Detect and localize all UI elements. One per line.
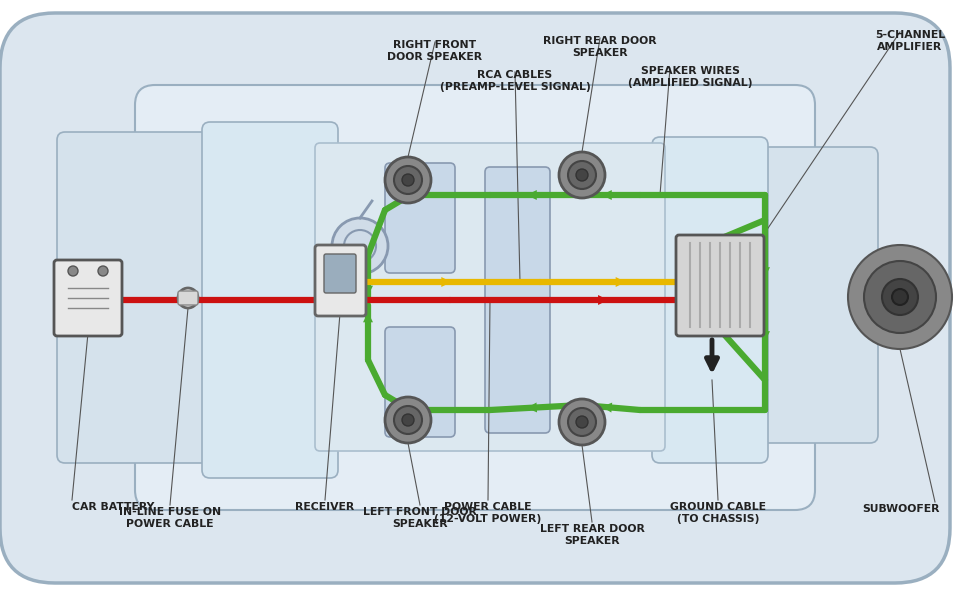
Text: LEFT REAR DOOR
SPEAKER: LEFT REAR DOOR SPEAKER [539, 524, 644, 545]
Circle shape [568, 408, 595, 436]
FancyBboxPatch shape [756, 147, 877, 443]
Circle shape [568, 161, 595, 189]
Text: 5-CHANNEL
AMPLIFIER: 5-CHANNEL AMPLIFIER [874, 30, 944, 51]
FancyBboxPatch shape [0, 13, 949, 583]
FancyBboxPatch shape [385, 327, 454, 437]
FancyBboxPatch shape [385, 163, 454, 273]
Text: SPEAKER WIRES
(AMPLIFIED SIGNAL): SPEAKER WIRES (AMPLIFIED SIGNAL) [627, 66, 751, 87]
FancyBboxPatch shape [202, 122, 338, 478]
Circle shape [394, 406, 421, 434]
Circle shape [575, 169, 587, 181]
Text: RIGHT REAR DOOR
SPEAKER: RIGHT REAR DOOR SPEAKER [542, 36, 657, 57]
Circle shape [559, 399, 605, 445]
FancyBboxPatch shape [178, 291, 197, 305]
Text: RCA CABLES
(PREAMP-LEVEL SIGNAL): RCA CABLES (PREAMP-LEVEL SIGNAL) [440, 70, 590, 92]
Circle shape [575, 416, 587, 428]
Circle shape [394, 166, 421, 194]
Text: POWER CABLE
(12-VOLT POWER): POWER CABLE (12-VOLT POWER) [434, 502, 541, 524]
FancyBboxPatch shape [135, 85, 814, 510]
FancyBboxPatch shape [57, 132, 223, 463]
Circle shape [98, 266, 107, 276]
Text: CAR BATTERY: CAR BATTERY [72, 502, 154, 512]
Circle shape [847, 245, 951, 349]
Circle shape [402, 174, 413, 186]
Text: RECEIVER: RECEIVER [295, 502, 355, 512]
Circle shape [331, 218, 388, 274]
Text: LEFT FRONT DOOR
SPEAKER: LEFT FRONT DOOR SPEAKER [362, 507, 477, 528]
Circle shape [402, 414, 413, 426]
Circle shape [881, 279, 917, 315]
Circle shape [891, 289, 907, 305]
Circle shape [385, 157, 431, 203]
Circle shape [68, 266, 78, 276]
FancyBboxPatch shape [315, 143, 664, 451]
Circle shape [863, 261, 935, 333]
FancyBboxPatch shape [315, 245, 365, 316]
Circle shape [385, 397, 431, 443]
Circle shape [178, 288, 197, 308]
FancyBboxPatch shape [323, 254, 356, 293]
FancyBboxPatch shape [652, 137, 767, 463]
Text: RIGHT FRONT
DOOR SPEAKER: RIGHT FRONT DOOR SPEAKER [387, 40, 482, 61]
Text: IN-LINE FUSE ON
POWER CABLE: IN-LINE FUSE ON POWER CABLE [119, 507, 221, 528]
Circle shape [559, 152, 605, 198]
Text: GROUND CABLE
(TO CHASSIS): GROUND CABLE (TO CHASSIS) [669, 502, 765, 524]
FancyBboxPatch shape [54, 260, 122, 336]
FancyBboxPatch shape [675, 235, 763, 336]
FancyBboxPatch shape [485, 167, 549, 433]
Text: SUBWOOFER: SUBWOOFER [862, 504, 939, 514]
